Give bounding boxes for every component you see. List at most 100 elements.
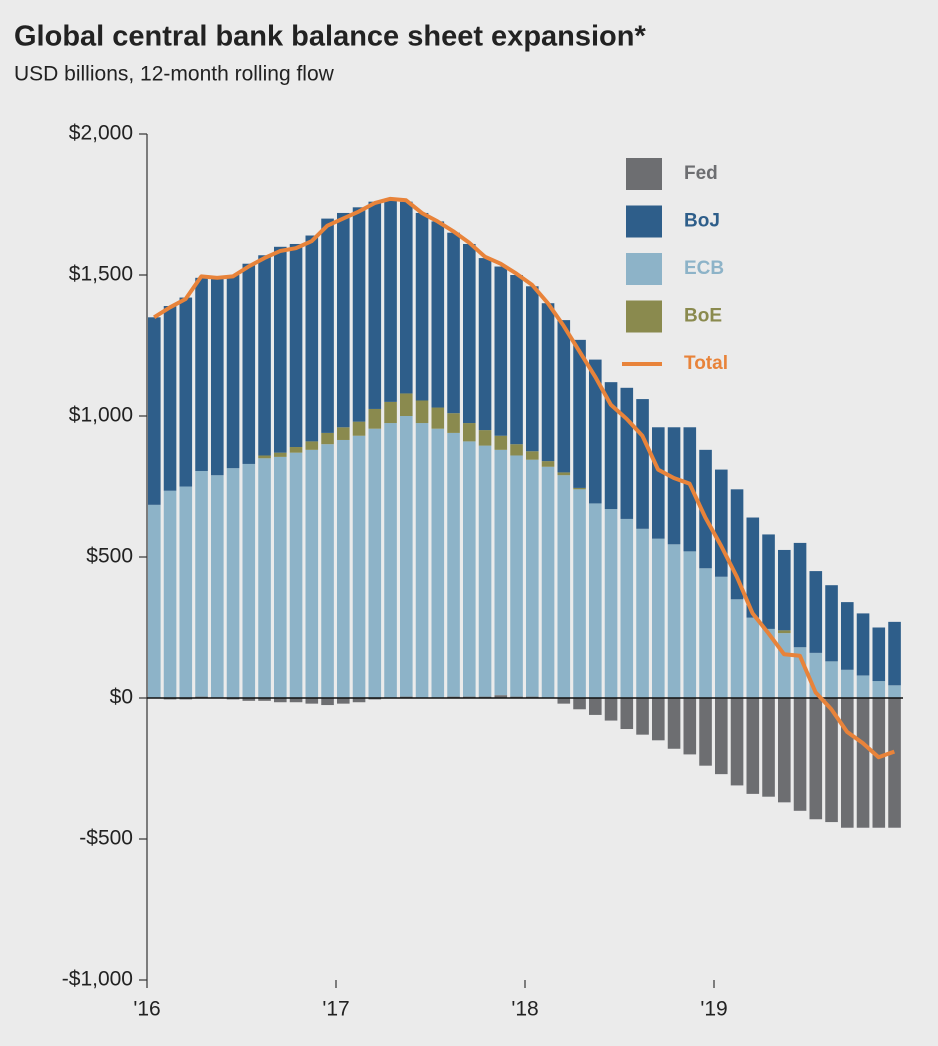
bar-segment — [841, 602, 854, 670]
bar-segment — [415, 400, 429, 424]
bar-segment — [211, 475, 224, 698]
bar-segment — [872, 627, 886, 682]
bar-segment — [494, 435, 508, 450]
bar-segment — [274, 452, 287, 457]
bar-segment — [258, 455, 271, 459]
bar-segment — [384, 198, 397, 402]
bar-segment — [746, 517, 760, 618]
bar-segment — [337, 212, 350, 428]
bar-segment — [762, 534, 775, 629]
bar-segment — [368, 201, 382, 409]
bar-segment — [321, 698, 334, 706]
bar-segment — [242, 463, 256, 698]
bar-segment — [699, 568, 712, 698]
chart-subtitle: USD billions, 12-month rolling flow — [14, 63, 335, 86]
bar-segment — [841, 669, 854, 698]
bar-segment — [715, 469, 728, 577]
bar-segment — [415, 212, 429, 401]
bar-segment — [652, 698, 665, 741]
bar-segment — [337, 427, 350, 440]
bar-segment — [447, 232, 460, 414]
bar-segment — [573, 339, 586, 488]
bar-segment — [778, 630, 791, 634]
bar-segment — [793, 698, 807, 811]
bar-segment — [652, 538, 665, 698]
bar-segment — [258, 698, 271, 701]
legend-label: BoE — [684, 306, 722, 327]
y-tick-label: -$500 — [79, 827, 133, 850]
bar-segment — [478, 258, 492, 431]
bar-segment — [872, 681, 886, 698]
bar-segment — [352, 207, 366, 422]
bar-segment — [368, 408, 382, 429]
bar-segment — [557, 475, 571, 698]
bar-segment — [573, 487, 586, 490]
bar-segment — [825, 698, 838, 823]
bar-segment — [415, 423, 429, 698]
bar-segment — [589, 698, 602, 715]
bar-segment — [589, 503, 602, 698]
bar-segment — [667, 544, 681, 698]
bar-segment — [337, 698, 350, 704]
bar-segment — [683, 551, 697, 698]
bar-segment — [226, 468, 240, 698]
bar-segment — [179, 297, 193, 487]
bar-segment — [352, 421, 366, 436]
bar-segment — [431, 428, 445, 698]
bar-segment — [494, 449, 508, 696]
bar-segment — [888, 698, 901, 828]
bar-segment — [778, 698, 791, 803]
bar-segment — [384, 423, 397, 698]
bar-segment — [604, 382, 618, 510]
bar-segment — [526, 459, 539, 697]
bar-segment — [195, 277, 208, 471]
bar-segment — [746, 698, 760, 794]
bar-segment — [778, 549, 791, 631]
bar-segment — [699, 698, 712, 766]
legend-label: ECB — [684, 258, 724, 279]
bar-segment — [746, 617, 760, 698]
bar-segment — [305, 698, 319, 704]
bar-segment — [463, 243, 476, 424]
bar-segment — [211, 277, 224, 476]
legend-label: Fed — [684, 163, 718, 184]
bar-segment — [368, 428, 382, 698]
bar-segment — [793, 542, 807, 648]
bar-segment — [526, 451, 539, 460]
bar-segment — [447, 413, 460, 433]
bar-segment — [715, 698, 728, 775]
bar-segment — [715, 576, 728, 698]
bar-segment — [305, 449, 319, 698]
bar-segment — [163, 490, 177, 698]
total-line — [153, 196, 896, 760]
bar-segment — [258, 255, 271, 456]
bar-segment — [526, 286, 539, 452]
bar-segment — [305, 441, 319, 450]
bar-segment — [400, 416, 413, 697]
bar-segment — [179, 486, 193, 698]
bar-segment — [699, 449, 712, 569]
bar-segment — [557, 472, 571, 476]
bar-segment — [305, 235, 319, 442]
bar-segment — [431, 407, 445, 429]
bar-segment — [321, 444, 334, 698]
bar-segment — [856, 675, 870, 698]
bar-segment — [289, 447, 303, 453]
bar-segment — [636, 698, 649, 735]
y-tick-label: $1,000 — [69, 404, 133, 427]
bar-segment — [289, 698, 303, 703]
bar-segment — [778, 633, 791, 698]
bar-segment — [274, 698, 287, 703]
bar-segment — [463, 423, 476, 442]
bar-segment — [856, 613, 870, 676]
bar-segment — [809, 698, 823, 820]
legend-swatch — [626, 300, 662, 333]
bar-segment — [762, 698, 775, 797]
legend-label: Total — [684, 353, 728, 374]
bar-segment — [258, 458, 271, 698]
bar-segment — [541, 466, 555, 698]
y-tick-label: -$1,000 — [62, 968, 133, 991]
bar-segment — [604, 509, 618, 698]
bar-segment — [620, 387, 634, 519]
